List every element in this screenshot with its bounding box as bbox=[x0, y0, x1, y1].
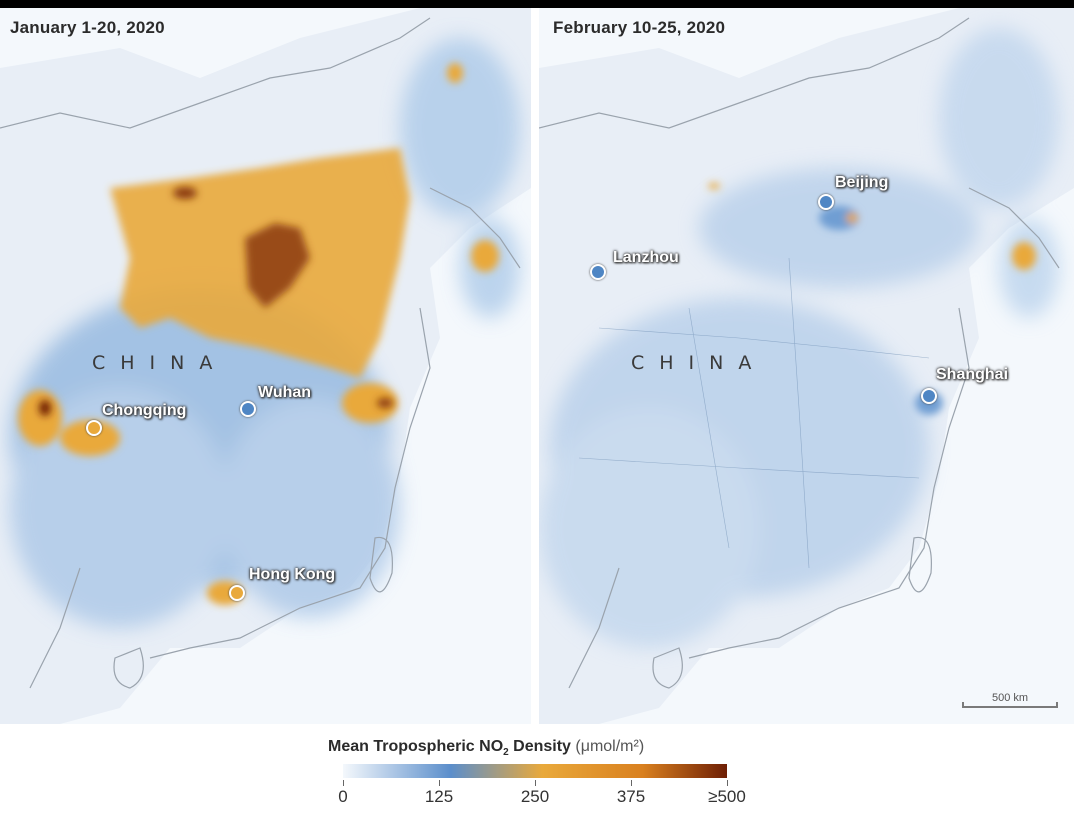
country-label: CHINA bbox=[92, 352, 228, 374]
legend-tick bbox=[535, 780, 536, 786]
city-label-beijing: Beijing bbox=[835, 174, 889, 191]
legend-tick bbox=[343, 780, 344, 786]
legend-title-main: Mean Tropospheric NO bbox=[328, 738, 504, 755]
legend-title-rest: Density bbox=[508, 738, 576, 755]
scale-bar-label: 500 km bbox=[991, 692, 1029, 704]
no2-map-february bbox=[539, 8, 1074, 724]
legend-tick-label: 0 bbox=[338, 787, 348, 806]
legend-unit: (μmol/m²) bbox=[575, 738, 645, 755]
legend: Mean Tropospheric NO2 Density (μmol/m²) … bbox=[0, 724, 1074, 816]
scale-bar-tick bbox=[1056, 702, 1058, 708]
city-marker-chongqing bbox=[86, 420, 102, 436]
legend-title: Mean Tropospheric NO2 Density (μmol/m²) bbox=[328, 738, 644, 758]
city-marker-beijing bbox=[818, 194, 834, 210]
legend-tick-label: 125 bbox=[424, 787, 454, 806]
city-label-hong-kong: Hong Kong bbox=[249, 566, 336, 583]
city-label-wuhan: Wuhan bbox=[258, 384, 312, 401]
city-marker-wuhan bbox=[240, 401, 256, 417]
city-marker-hong-kong bbox=[229, 585, 245, 601]
map-panel-january: January 1-20, 2020 CHINA Chongqing Wuhan… bbox=[0, 8, 531, 724]
legend-tick-label: ≥500 bbox=[708, 787, 746, 806]
legend-title-subscript: 2 bbox=[503, 747, 509, 759]
city-label-chongqing: Chongqing bbox=[102, 402, 187, 419]
city-marker-lanzhou bbox=[590, 264, 606, 280]
city-marker-shanghai bbox=[921, 388, 937, 404]
legend-tick bbox=[727, 780, 728, 786]
panel-divider bbox=[531, 8, 539, 724]
panel-title: January 1-20, 2020 bbox=[10, 18, 165, 37]
top-border bbox=[0, 0, 1074, 8]
no2-map-january bbox=[0, 8, 531, 724]
legend-tick-label: 375 bbox=[616, 787, 646, 806]
scale-bar-tick bbox=[962, 702, 964, 708]
scale-bar: 500 km bbox=[962, 692, 1058, 712]
map-panel-february: February 10-25, 2020 CHINA Beijing Lanzh… bbox=[539, 8, 1074, 724]
city-label-lanzhou: Lanzhou bbox=[613, 249, 679, 266]
legend-tick bbox=[439, 780, 440, 786]
scale-bar-line bbox=[962, 706, 1058, 708]
legend-tick bbox=[631, 780, 632, 786]
legend-tick-label: 250 bbox=[520, 787, 550, 806]
legend-color-bar bbox=[343, 764, 727, 778]
panel-title: February 10-25, 2020 bbox=[553, 18, 726, 37]
city-label-shanghai: Shanghai bbox=[936, 366, 1009, 383]
country-label: CHINA bbox=[631, 352, 767, 374]
